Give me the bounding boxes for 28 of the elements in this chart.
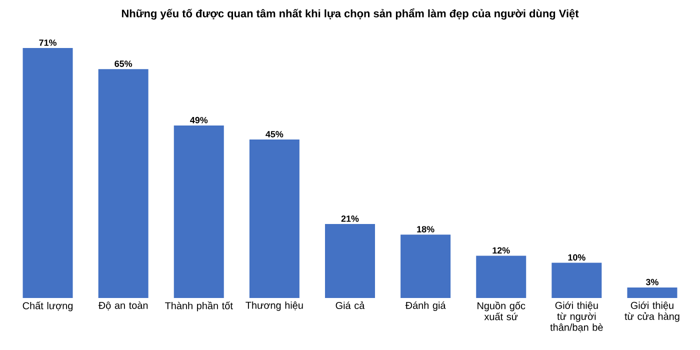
data-label: 49% <box>190 116 208 124</box>
data-label: 71% <box>39 40 57 46</box>
x-tick-label: Đánh giá <box>405 302 446 311</box>
data-label: 10% <box>568 254 586 261</box>
x-tick-label: Thương hiệu <box>246 302 303 311</box>
data-label: 21% <box>341 216 359 222</box>
bar <box>22 48 73 298</box>
data-label: 45% <box>266 131 284 138</box>
bar <box>249 140 300 298</box>
x-tick-label: Giới thiệu từ người thân/bạn bè <box>550 302 603 332</box>
x-tick-label: Thành phần tốt <box>165 302 233 312</box>
x-tick-label: Chất lượng <box>22 302 73 312</box>
data-label: 12% <box>492 247 510 254</box>
bar <box>476 256 526 298</box>
x-tick-label: Nguồn gốc xuất sứ <box>478 302 526 320</box>
bar <box>98 69 148 298</box>
x-tick-label: Giới thiệu từ cửa hàng <box>624 302 680 322</box>
bar <box>174 125 224 298</box>
data-label: 3% <box>646 278 658 286</box>
data-label: 18% <box>417 226 434 232</box>
chart-title: Những yếu tố được quan tâm nhất khi lựa chọn sản phẩm làm đẹp của người dùng Việt <box>122 8 579 20</box>
data-label: 65% <box>114 60 132 67</box>
x-tick-label: Độ an toàn <box>98 302 148 310</box>
bar <box>400 234 451 298</box>
x-tick-label: Giá cả <box>336 302 365 310</box>
bar <box>552 262 602 298</box>
bar <box>627 287 678 298</box>
bar <box>325 224 375 298</box>
